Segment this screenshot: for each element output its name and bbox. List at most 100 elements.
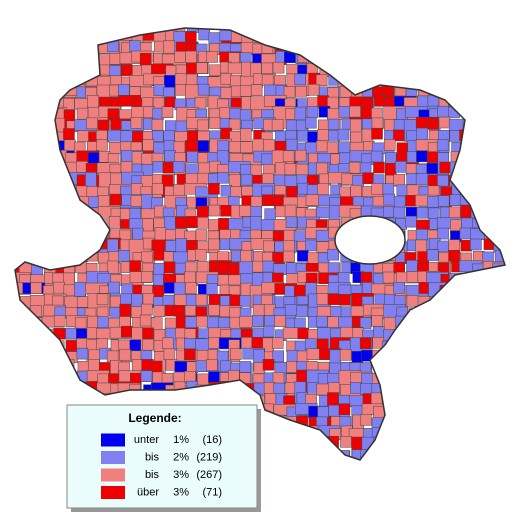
municipality xyxy=(449,405,462,418)
municipality xyxy=(15,184,22,197)
municipality xyxy=(405,382,417,394)
municipality xyxy=(394,449,406,460)
municipality xyxy=(19,296,32,319)
municipality xyxy=(436,62,460,86)
municipality xyxy=(109,307,122,319)
municipality xyxy=(394,349,407,362)
municipality xyxy=(15,239,32,251)
legend-threshold: 3% xyxy=(173,486,189,498)
municipality xyxy=(470,128,482,141)
municipality xyxy=(507,426,518,448)
municipality xyxy=(448,249,460,262)
municipality xyxy=(396,373,420,396)
municipality xyxy=(438,116,451,129)
legend-swatch xyxy=(101,451,125,464)
municipality xyxy=(462,318,485,341)
municipality xyxy=(383,406,407,418)
municipality xyxy=(294,317,306,330)
municipality xyxy=(33,207,57,220)
municipality xyxy=(393,394,416,406)
municipality xyxy=(396,142,409,154)
municipality xyxy=(282,31,306,44)
municipality xyxy=(262,325,275,338)
municipality xyxy=(186,151,199,163)
legend-swatch xyxy=(101,468,125,482)
municipality xyxy=(351,249,374,261)
municipality xyxy=(31,129,55,142)
municipality xyxy=(450,462,461,473)
municipality xyxy=(473,372,486,385)
municipality xyxy=(373,250,386,263)
municipality xyxy=(451,315,475,328)
municipality xyxy=(304,338,317,350)
municipality xyxy=(458,384,471,408)
municipality xyxy=(437,362,460,374)
municipality xyxy=(440,295,452,318)
municipality xyxy=(30,29,53,41)
municipality xyxy=(504,96,505,120)
municipality xyxy=(15,85,20,108)
municipality xyxy=(437,74,461,87)
municipality xyxy=(504,373,505,385)
municipality xyxy=(308,40,320,52)
municipality xyxy=(20,109,33,122)
legend-swatch xyxy=(101,433,125,447)
municipality xyxy=(480,272,493,284)
municipality xyxy=(141,271,153,283)
municipality xyxy=(130,195,143,207)
municipality xyxy=(229,306,241,319)
municipality xyxy=(416,383,439,406)
municipality xyxy=(429,315,441,339)
municipality xyxy=(65,327,77,340)
municipality xyxy=(120,325,133,338)
municipality xyxy=(341,217,353,229)
municipality xyxy=(250,164,263,177)
municipality xyxy=(436,28,460,41)
municipality xyxy=(163,130,175,142)
municipality xyxy=(29,361,53,373)
municipality xyxy=(471,96,495,109)
municipality xyxy=(472,436,485,460)
municipality xyxy=(483,54,495,67)
municipality xyxy=(416,206,429,219)
municipality xyxy=(43,438,66,450)
municipality xyxy=(506,206,517,217)
municipality xyxy=(504,215,505,228)
municipality xyxy=(470,282,493,295)
municipality xyxy=(330,306,343,318)
municipality xyxy=(327,248,340,261)
municipality xyxy=(507,264,525,275)
municipality xyxy=(31,450,44,460)
municipality xyxy=(75,52,88,64)
municipality xyxy=(15,29,31,42)
municipality xyxy=(495,206,505,218)
municipality xyxy=(317,95,329,107)
municipality xyxy=(30,372,43,395)
municipality xyxy=(503,305,505,317)
municipality xyxy=(495,141,505,153)
municipality xyxy=(459,459,482,460)
municipality xyxy=(361,97,374,110)
municipality xyxy=(382,361,394,374)
municipality xyxy=(197,217,209,229)
municipality xyxy=(185,316,197,328)
municipality xyxy=(458,32,482,45)
municipality xyxy=(405,370,417,382)
legend-count: (16) xyxy=(202,434,222,446)
municipality xyxy=(73,239,86,263)
municipality xyxy=(21,151,34,175)
municipality xyxy=(349,229,361,252)
municipality xyxy=(22,316,35,329)
municipality xyxy=(175,120,188,133)
municipality xyxy=(273,382,285,395)
municipality xyxy=(262,461,273,483)
municipality xyxy=(153,249,165,261)
municipality xyxy=(440,448,463,460)
municipality xyxy=(374,359,387,371)
municipality xyxy=(76,347,89,360)
municipality xyxy=(40,74,64,87)
municipality xyxy=(469,426,482,450)
municipality xyxy=(385,415,408,428)
municipality xyxy=(66,218,78,241)
municipality xyxy=(461,437,473,460)
